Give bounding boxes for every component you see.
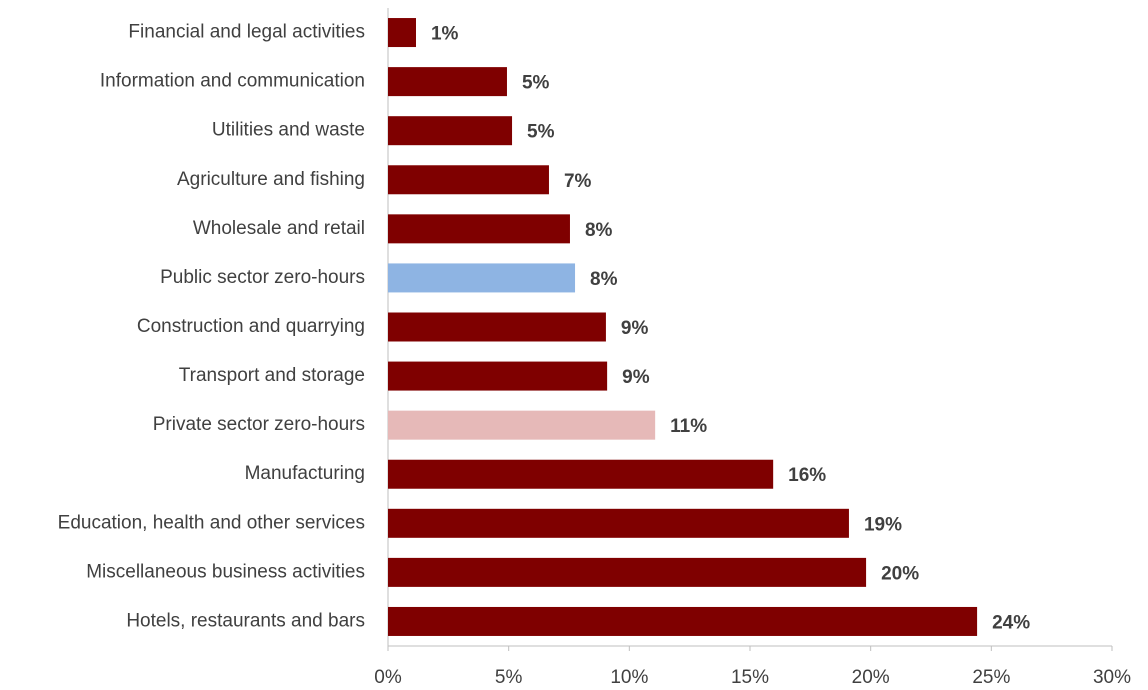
y-tick-label: Transport and storage [179,365,365,386]
y-tick-label: Wholesale and retail [193,218,365,239]
x-tick-label: 5% [495,667,523,688]
value-label: 9% [621,318,649,339]
bar [388,606,978,636]
y-tick-label: Financial and legal activities [128,22,365,43]
x-tick-label: 30% [1093,667,1131,688]
value-label: 11% [670,416,707,437]
y-tick-label: Private sector zero-hours [153,414,365,435]
y-tick-label: Hotels, restaurants and bars [126,610,365,631]
x-tick-label: 25% [972,667,1010,688]
x-tick-label: 0% [374,667,402,688]
bar [388,459,774,489]
value-label: 1% [431,24,459,45]
y-tick-label: Manufacturing [245,463,365,484]
y-tick-label: Agriculture and fishing [177,169,365,190]
y-tick-label: Utilities and waste [212,120,365,141]
y-tick-label: Education, health and other services [58,512,365,533]
bar [388,508,849,538]
x-tick-label: 10% [610,667,648,688]
value-label: 8% [585,220,613,241]
bar [388,361,608,391]
bar [388,410,656,440]
x-tick-label: 15% [731,667,769,688]
value-label: 24% [992,612,1030,633]
value-label: 9% [622,367,650,388]
y-tick-label: Construction and quarrying [137,316,365,337]
bar [388,214,570,244]
value-label: 19% [864,514,902,535]
value-label: 5% [522,73,550,94]
bar [388,312,606,342]
y-tick-label: Information and communication [100,71,365,92]
y-tick-label: Miscellaneous business activities [86,561,365,582]
value-label: 7% [564,171,592,192]
x-tick-label: 20% [852,667,890,688]
bar [388,18,416,48]
y-tick-label: Public sector zero-hours [160,267,365,288]
value-label: 20% [881,563,919,584]
value-label: 8% [590,269,618,290]
bar [388,67,507,97]
value-label: 5% [527,122,555,143]
value-label: 16% [788,465,826,486]
bar [388,263,576,293]
bar [388,557,867,587]
bar [388,116,513,146]
bar [388,165,549,195]
